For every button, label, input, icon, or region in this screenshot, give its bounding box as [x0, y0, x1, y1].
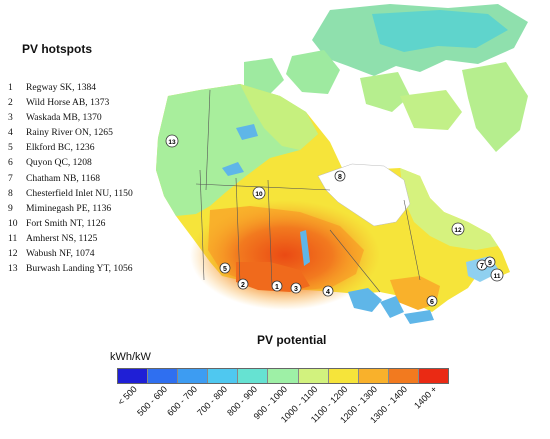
- hotspot-number: 5: [8, 142, 13, 154]
- legend-swatch: [118, 369, 149, 383]
- hotspot-marker: 3: [290, 282, 302, 294]
- hotspot-marker: 10: [252, 186, 266, 200]
- hotspot-item: 12 Wabush NF, 1074: [8, 246, 133, 261]
- hotspot-item: 13 Burwash Landing YT, 1056: [8, 261, 133, 276]
- legend-class-label: 1400 +: [412, 384, 440, 411]
- hotspot-marker: 4: [322, 285, 334, 297]
- legend-swatch: [298, 369, 329, 383]
- hotspot-item: 2 Wild Horse AB, 1373: [8, 95, 133, 110]
- legend-swatch: [418, 369, 449, 383]
- hotspot-item: 9 Miminegash PE, 1136: [8, 201, 133, 216]
- hotspot-text: Burwash Landing YT, 1056: [26, 263, 133, 275]
- hotspot-text: Waskada MB, 1370: [26, 112, 102, 124]
- hotspot-text: Elkford BC, 1236: [26, 142, 95, 154]
- hotspot-text: Chesterfield Inlet NU, 1150: [26, 187, 133, 199]
- hotspot-marker: 12: [451, 222, 465, 236]
- legend-class-label: 700 - 800: [195, 384, 230, 418]
- legend-title: PV potential: [257, 333, 327, 347]
- legend-swatch: [178, 369, 209, 383]
- hotspot-text: Wild Horse AB, 1373: [26, 97, 110, 109]
- hotspot-number: 10: [8, 217, 18, 229]
- svg-text:8: 8: [338, 174, 342, 181]
- legend-class-label: 600 - 700: [165, 384, 200, 418]
- hotspot-text: Rainy River ON, 1265: [26, 127, 113, 139]
- hotspot-item: 6 Quyon QC, 1208: [8, 155, 133, 170]
- legend-swatch: [268, 369, 299, 383]
- hotspot-number: 11: [8, 232, 18, 244]
- hotspot-text: Chatham NB, 1168: [26, 172, 100, 184]
- hotspot-number: 9: [8, 202, 13, 214]
- hotspot-marker: 13: [165, 134, 179, 148]
- hotspot-list: 1 Regway SK, 1384 2 Wild Horse AB, 1373 3 W…: [8, 80, 133, 276]
- svg-text:11: 11: [494, 273, 501, 280]
- hotspots-title: PV hotspots: [22, 42, 93, 56]
- svg-text:6: 6: [430, 299, 434, 306]
- legend-labels: < 500 500 - 600 600 - 700 700 - 800 800 - 90…: [115, 384, 447, 434]
- hotspot-marker: 1: [271, 280, 283, 292]
- hotspot-marker: 9: [484, 256, 496, 268]
- legend-swatch: [358, 369, 389, 383]
- svg-text:13: 13: [168, 139, 176, 146]
- arctic-islands: [244, 4, 528, 152]
- hotspot-text: Amherst NS, 1125: [26, 232, 98, 244]
- legend-swatch: [238, 369, 269, 383]
- hotspot-text: Miminegash PE, 1136: [26, 202, 112, 214]
- hotspot-item: 7 Chatham NB, 1168: [8, 171, 133, 186]
- hotspot-marker: 8: [334, 170, 346, 182]
- hotspot-item: 11 Amherst NS, 1125: [8, 231, 133, 246]
- hotspot-number: 7: [8, 172, 13, 184]
- svg-text:4: 4: [326, 289, 330, 296]
- svg-text:1: 1: [275, 284, 279, 291]
- hotspot-item: 8 Chesterfield Inlet NU, 1150: [8, 186, 133, 201]
- hotspot-item: 10 Fort Smith NT, 1126: [8, 216, 133, 231]
- hotspot-text: Regway SK, 1384: [26, 82, 97, 93]
- hotspot-marker: 5: [219, 262, 231, 274]
- legend-class-label: < 500: [115, 384, 140, 408]
- hotspot-item: 4 Rainy River ON, 1265: [8, 125, 133, 140]
- legend-swatch: [388, 369, 419, 383]
- hotspot-marker: 6: [426, 295, 438, 307]
- hotspot-number: 1: [8, 82, 13, 93]
- hotspot-number: 12: [8, 248, 18, 260]
- svg-text:7: 7: [480, 263, 484, 270]
- hotspot-text: Wabush NF, 1074: [26, 248, 95, 260]
- svg-text:2: 2: [241, 282, 245, 289]
- hotspot-item: 5 Elkford BC, 1236: [8, 140, 133, 155]
- hotspot-number: 13: [8, 263, 18, 275]
- hotspot-number: 2: [8, 97, 13, 109]
- hotspot-item: 1 Regway SK, 1384: [8, 80, 133, 95]
- mainland: [156, 84, 510, 324]
- hotspot-number: 8: [8, 187, 13, 199]
- hotspot-text: Quyon QC, 1208: [26, 157, 92, 169]
- legend-swatch: [148, 369, 179, 383]
- legend-swatch: [208, 369, 239, 383]
- hotspot-number: 3: [8, 112, 13, 124]
- hotspot-number: 4: [8, 127, 13, 139]
- legend-class-label: 500 - 600: [135, 384, 170, 418]
- svg-text:10: 10: [255, 191, 263, 198]
- legend-color-bar: [117, 368, 449, 384]
- svg-text:3: 3: [294, 286, 298, 293]
- hotspot-text: Fort Smith NT, 1126: [26, 217, 106, 229]
- svg-text:12: 12: [454, 227, 462, 234]
- svg-text:5: 5: [223, 266, 227, 273]
- hotspot-marker: 2: [237, 278, 249, 290]
- hotspot-item: 3 Waskada MB, 1370: [8, 110, 133, 125]
- hotspot-markers: 1 2 3 4 5 6 7 8 9 10 11 12 13: [165, 134, 504, 307]
- hotspot-marker: 11: [490, 268, 504, 282]
- legend-unit: kWh/kW: [110, 351, 151, 363]
- legend-swatch: [328, 369, 359, 383]
- hotspot-number: 6: [8, 157, 13, 169]
- svg-text:9: 9: [488, 260, 492, 267]
